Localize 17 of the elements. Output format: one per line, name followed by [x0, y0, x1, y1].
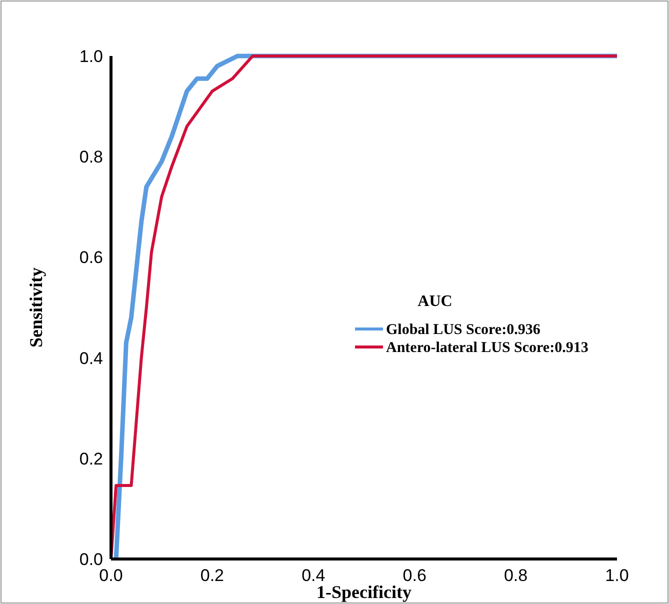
x-tick-label: 0.0 — [99, 566, 123, 585]
x-tick-label: 0.8 — [504, 566, 528, 585]
x-tick-label: 0.6 — [402, 566, 426, 585]
x-tick-label: 0.4 — [302, 566, 326, 585]
y-tick-label: 0.6 — [79, 248, 103, 268]
x-tick-label: 1.0 — [605, 566, 629, 585]
x-axis-title: 1-Specificity — [316, 582, 412, 602]
y-tick-label: 0.2 — [79, 449, 103, 468]
legend-label: Global LUS Score:0.936 — [386, 322, 541, 338]
legend-label: Antero-lateral LUS Score:0.913 — [386, 340, 588, 356]
y-tick-label: 0.0 — [79, 550, 103, 569]
legend-title: AUC — [418, 293, 452, 310]
y-tick-label: 1.0 — [79, 47, 103, 66]
x-tick-label: 0.2 — [200, 566, 224, 585]
y-tick-label: 0.4 — [79, 348, 103, 368]
y-axis-title: Sensitivity — [26, 267, 46, 348]
y-tick-label: 0.8 — [79, 148, 103, 167]
